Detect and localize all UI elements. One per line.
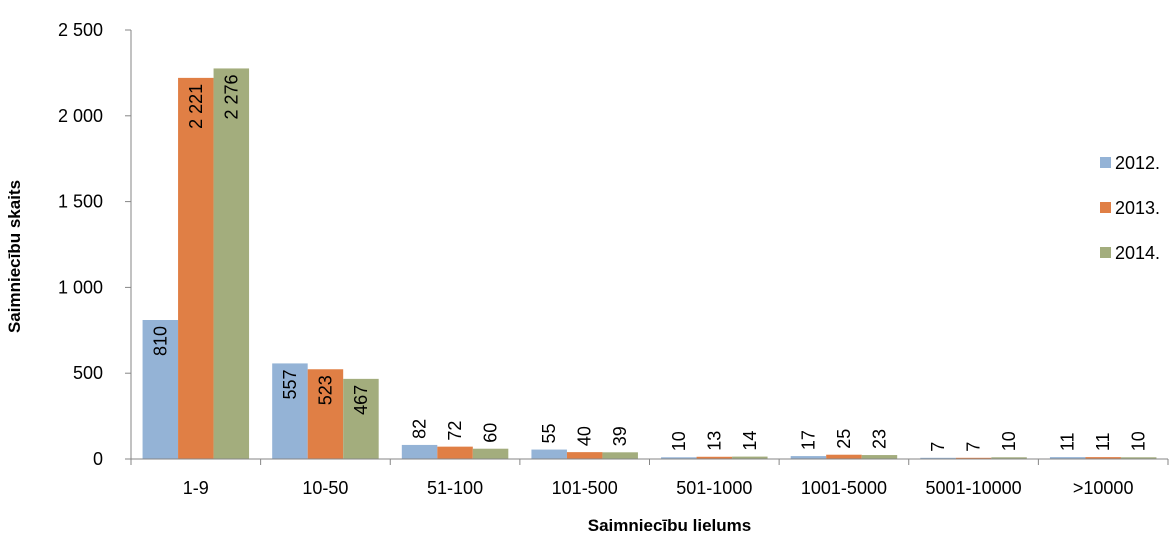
bar bbox=[307, 369, 344, 459]
bar bbox=[566, 452, 603, 459]
x-tick-label: 1001-5000 bbox=[801, 478, 887, 498]
legend-label: 2014. bbox=[1115, 243, 1160, 263]
bar bbox=[790, 456, 827, 459]
bar bbox=[272, 363, 308, 459]
bar bbox=[602, 452, 638, 459]
bar bbox=[826, 454, 862, 459]
bar bbox=[343, 378, 379, 459]
data-label: 14 bbox=[740, 431, 760, 451]
data-label: 7 bbox=[964, 442, 984, 452]
y-tick-label: 0 bbox=[93, 449, 103, 469]
bar bbox=[472, 448, 509, 459]
x-tick-label: 501-1000 bbox=[676, 478, 752, 498]
y-tick-label: 500 bbox=[73, 363, 103, 383]
bar bbox=[861, 455, 898, 459]
legend-swatch bbox=[1100, 202, 1111, 213]
bar bbox=[1085, 457, 1121, 459]
bar bbox=[213, 68, 250, 459]
data-label: 10 bbox=[669, 431, 689, 451]
bar bbox=[920, 457, 956, 459]
data-label: 467 bbox=[351, 385, 371, 415]
bar bbox=[1049, 457, 1086, 459]
data-label: 23 bbox=[869, 429, 889, 449]
data-label: 55 bbox=[539, 424, 559, 444]
bar bbox=[732, 456, 768, 459]
bar bbox=[696, 456, 733, 459]
bar bbox=[401, 444, 438, 459]
data-labels-layer: 810 2 221 2 276 557 523 467 82 72 60 55 40 39 10 13 14… bbox=[150, 74, 1148, 451]
x-tick-label: 51-100 bbox=[427, 478, 483, 498]
bar bbox=[531, 449, 567, 459]
data-label: 2 221 bbox=[186, 84, 206, 129]
x-axis-title: Saimniecību lielums bbox=[588, 516, 751, 535]
data-label: 82 bbox=[410, 419, 430, 439]
bars-layer bbox=[142, 68, 1157, 459]
y-tick-label: 1 000 bbox=[58, 277, 103, 297]
bar bbox=[437, 446, 473, 459]
bar bbox=[955, 457, 992, 459]
bar bbox=[991, 457, 1027, 459]
x-tick-label: 1-9 bbox=[183, 478, 209, 498]
data-label: 39 bbox=[610, 426, 630, 446]
bar bbox=[142, 320, 179, 459]
data-label: 10 bbox=[1129, 431, 1149, 451]
data-label: 7 bbox=[928, 442, 948, 452]
legend-label: 2013. bbox=[1115, 198, 1160, 218]
data-label: 810 bbox=[150, 326, 170, 356]
legend-swatch bbox=[1100, 157, 1111, 168]
data-label: 2 276 bbox=[221, 74, 241, 119]
data-label: 523 bbox=[315, 375, 335, 405]
ticks-layer: 0 500 1 000 1 500 2 000 2 500 1-9 10-50 51-100 10… bbox=[58, 20, 1169, 498]
y-tick-label: 2 500 bbox=[58, 20, 103, 40]
y-axis-title: Saimniecību skaits bbox=[5, 180, 24, 333]
legend-label: 2012. bbox=[1115, 153, 1160, 173]
legend-swatch bbox=[1100, 247, 1111, 258]
y-tick-label: 2 000 bbox=[58, 106, 103, 126]
x-tick-label: >10000 bbox=[1073, 478, 1134, 498]
data-label: 17 bbox=[798, 430, 818, 450]
bar bbox=[178, 77, 214, 459]
data-label: 60 bbox=[481, 423, 501, 443]
data-label: 25 bbox=[834, 429, 854, 449]
data-label: 72 bbox=[445, 421, 465, 441]
bar bbox=[661, 457, 697, 459]
data-label: 11 bbox=[1093, 432, 1113, 451]
x-tick-label: 5001-10000 bbox=[926, 478, 1022, 498]
data-label: 557 bbox=[280, 369, 300, 399]
legend: 2012. 2013. 2014. bbox=[1100, 153, 1160, 263]
data-label: 11 bbox=[1058, 432, 1078, 451]
data-label: 13 bbox=[704, 431, 724, 451]
data-label: 10 bbox=[999, 431, 1019, 451]
bar bbox=[1120, 457, 1157, 459]
x-tick-label: 10-50 bbox=[302, 478, 348, 498]
data-label: 40 bbox=[575, 426, 595, 446]
y-tick-label: 1 500 bbox=[58, 192, 103, 212]
x-tick-label: 101-500 bbox=[552, 478, 618, 498]
